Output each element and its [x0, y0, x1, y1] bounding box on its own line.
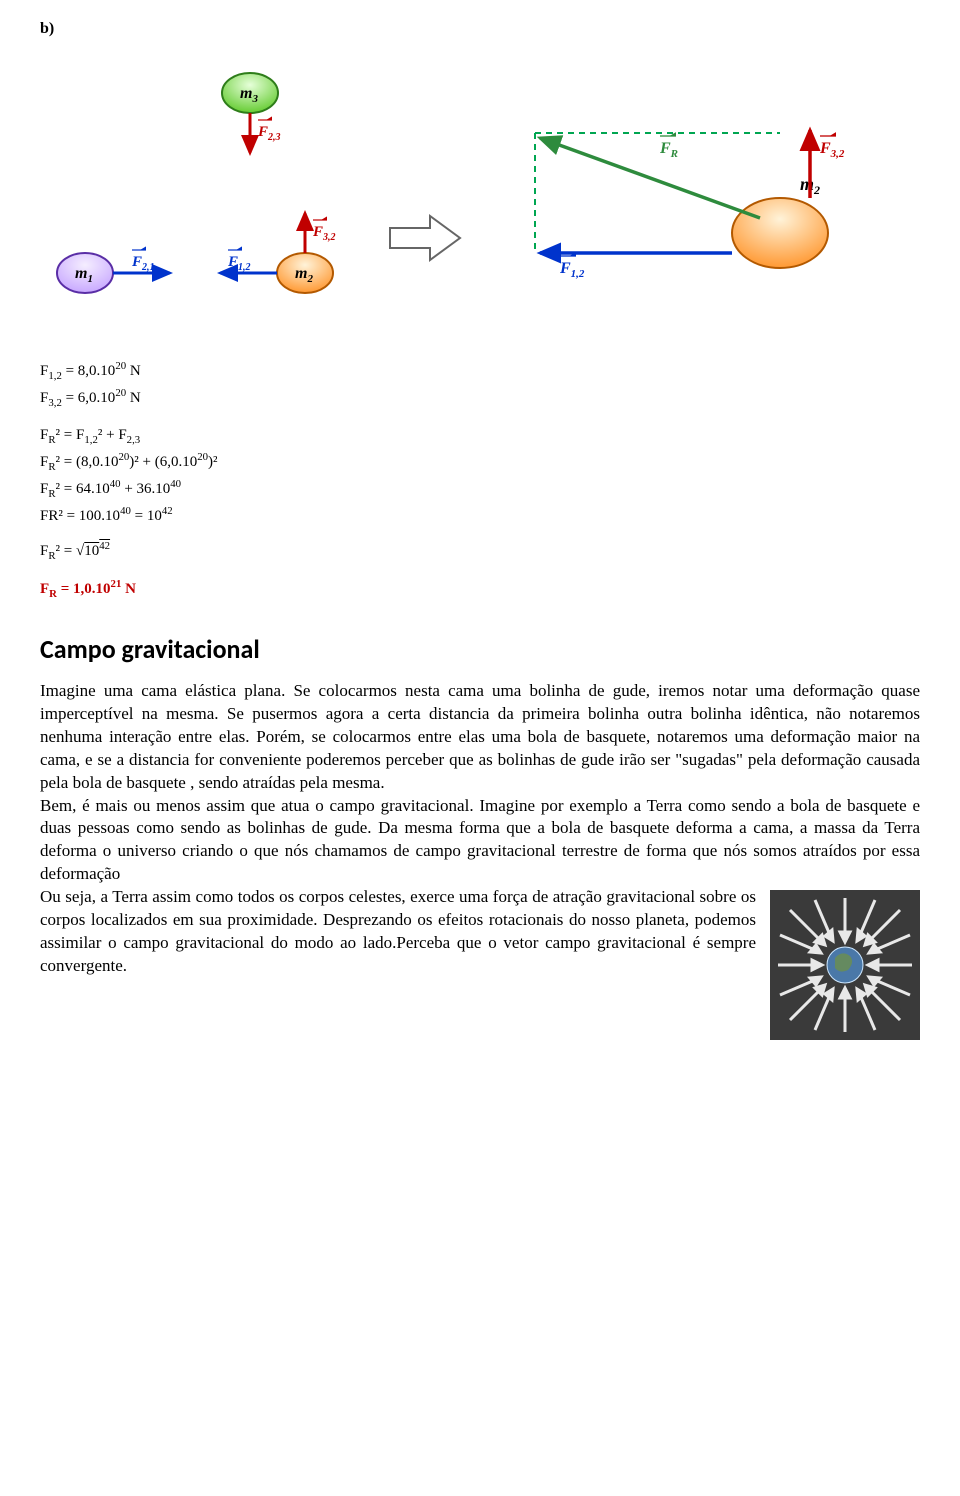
formula-line-5: FR² = 64.1040 + 36.1040	[40, 476, 920, 503]
field-image	[770, 890, 920, 1040]
formula-result: FR = 1,0.1021 N	[40, 576, 920, 603]
label-FR: FR	[659, 140, 678, 160]
force-FR	[540, 138, 760, 218]
section-label: b)	[40, 20, 920, 38]
body-text: Imagine uma cama elástica plana. Se colo…	[40, 680, 920, 978]
label-F12-right: F1,2	[559, 260, 585, 280]
force-diagrams: m3 F2,3 m1 F2,1 m2 F1,2 F3,2 m2	[40, 58, 920, 318]
label-F32-left: F3,2	[312, 224, 336, 243]
heading-campo: Campo gravitacional	[40, 633, 920, 665]
mass-m2-right	[732, 198, 828, 268]
paragraph-2: Bem, é mais ou menos assim que atua o ca…	[40, 796, 920, 884]
diagram-svg: m3 F2,3 m1 F2,1 m2 F1,2 F3,2 m2	[40, 58, 900, 318]
formula-block: F1,2 = 8,0.1020 N F3,2 = 6,0.1020 N FR² …	[40, 358, 920, 603]
block-arrow	[390, 216, 460, 260]
label-F32-right: F3,2	[819, 140, 845, 160]
label-F23: F2,3	[257, 124, 281, 143]
paragraph-3: Ou seja, a Terra assim como todos os cor…	[40, 887, 756, 975]
formula-line-1: F1,2 = 8,0.1020 N	[40, 358, 920, 385]
paragraph-1: Imagine uma cama elástica plana. Se colo…	[40, 681, 920, 792]
formula-line-6: FR² = 100.1040 = 1042	[40, 503, 920, 528]
formula-line-3: FR² = F1,2² + F2,3	[40, 423, 920, 449]
label-F21: F2,1	[131, 254, 155, 273]
label-F12-left: F1,2	[227, 254, 251, 273]
formula-line-7: FR² = √1042	[40, 538, 920, 565]
formula-line-2: F3,2 = 6,0.1020 N	[40, 385, 920, 412]
formula-line-4: FR² = (8,0.1020)² + (6,0.1020)²	[40, 449, 920, 476]
